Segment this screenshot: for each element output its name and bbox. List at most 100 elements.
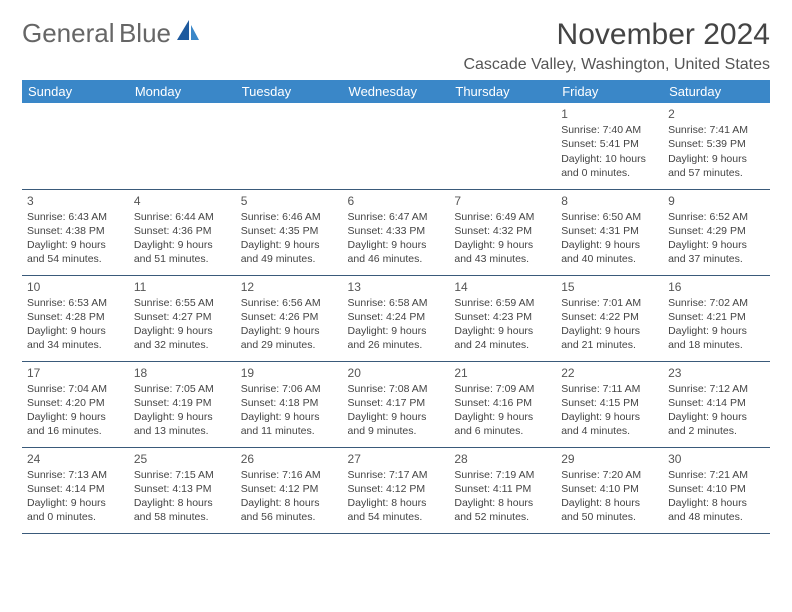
sunset-text: Sunset: 4:31 PM <box>561 224 658 238</box>
sunrise-text: Sunrise: 6:50 AM <box>561 210 658 224</box>
day-cell: 2Sunrise: 7:41 AMSunset: 5:39 PMDaylight… <box>663 103 770 189</box>
day-cell: 10Sunrise: 6:53 AMSunset: 4:28 PMDayligh… <box>22 275 129 361</box>
empty-cell <box>449 103 556 189</box>
day-cell: 13Sunrise: 6:58 AMSunset: 4:24 PMDayligh… <box>343 275 450 361</box>
sunrise-text: Sunrise: 7:15 AM <box>134 468 231 482</box>
sunset-text: Sunset: 4:27 PM <box>134 310 231 324</box>
daylight-text: Daylight: 9 hours and 40 minutes. <box>561 238 658 266</box>
daylight-text: Daylight: 8 hours and 50 minutes. <box>561 496 658 524</box>
sunset-text: Sunset: 4:19 PM <box>134 396 231 410</box>
sunrise-text: Sunrise: 6:46 AM <box>241 210 338 224</box>
day-cell: 14Sunrise: 6:59 AMSunset: 4:23 PMDayligh… <box>449 275 556 361</box>
sunset-text: Sunset: 4:13 PM <box>134 482 231 496</box>
weekday-header-row: SundayMondayTuesdayWednesdayThursdayFrid… <box>22 80 770 103</box>
weekday-header: Monday <box>129 80 236 103</box>
day-number: 25 <box>134 451 231 467</box>
weekday-header: Saturday <box>663 80 770 103</box>
brand-logo: General Blue <box>22 18 201 49</box>
sunset-text: Sunset: 4:22 PM <box>561 310 658 324</box>
day-cell: 11Sunrise: 6:55 AMSunset: 4:27 PMDayligh… <box>129 275 236 361</box>
daylight-text: Daylight: 9 hours and 37 minutes. <box>668 238 765 266</box>
daylight-text: Daylight: 9 hours and 21 minutes. <box>561 324 658 352</box>
day-number: 12 <box>241 279 338 295</box>
sunset-text: Sunset: 4:38 PM <box>27 224 124 238</box>
sunrise-text: Sunrise: 6:43 AM <box>27 210 124 224</box>
sunset-text: Sunset: 4:26 PM <box>241 310 338 324</box>
daylight-text: Daylight: 9 hours and 46 minutes. <box>348 238 445 266</box>
daylight-text: Daylight: 9 hours and 29 minutes. <box>241 324 338 352</box>
sunrise-text: Sunrise: 6:53 AM <box>27 296 124 310</box>
sunset-text: Sunset: 4:32 PM <box>454 224 551 238</box>
sunset-text: Sunset: 4:23 PM <box>454 310 551 324</box>
sunset-text: Sunset: 4:20 PM <box>27 396 124 410</box>
sunrise-text: Sunrise: 7:05 AM <box>134 382 231 396</box>
day-number: 29 <box>561 451 658 467</box>
sunset-text: Sunset: 4:10 PM <box>668 482 765 496</box>
empty-cell <box>22 103 129 189</box>
sunrise-text: Sunrise: 7:20 AM <box>561 468 658 482</box>
sunrise-text: Sunrise: 7:16 AM <box>241 468 338 482</box>
day-number: 1 <box>561 106 658 122</box>
day-cell: 8Sunrise: 6:50 AMSunset: 4:31 PMDaylight… <box>556 189 663 275</box>
location-text: Cascade Valley, Washington, United State… <box>463 56 770 74</box>
day-number: 2 <box>668 106 765 122</box>
day-number: 6 <box>348 193 445 209</box>
day-number: 11 <box>134 279 231 295</box>
sunset-text: Sunset: 4:24 PM <box>348 310 445 324</box>
sunrise-text: Sunrise: 7:19 AM <box>454 468 551 482</box>
day-number: 19 <box>241 365 338 381</box>
sunset-text: Sunset: 4:33 PM <box>348 224 445 238</box>
empty-cell <box>343 103 450 189</box>
day-number: 20 <box>348 365 445 381</box>
sunrise-text: Sunrise: 6:52 AM <box>668 210 765 224</box>
day-cell: 7Sunrise: 6:49 AMSunset: 4:32 PMDaylight… <box>449 189 556 275</box>
day-number: 5 <box>241 193 338 209</box>
sunrise-text: Sunrise: 7:11 AM <box>561 382 658 396</box>
sunset-text: Sunset: 4:12 PM <box>241 482 338 496</box>
title-block: November 2024 Cascade Valley, Washington… <box>463 18 770 74</box>
daylight-text: Daylight: 9 hours and 18 minutes. <box>668 324 765 352</box>
daylight-text: Daylight: 8 hours and 52 minutes. <box>454 496 551 524</box>
day-number: 26 <box>241 451 338 467</box>
daylight-text: Daylight: 9 hours and 13 minutes. <box>134 410 231 438</box>
sunset-text: Sunset: 4:28 PM <box>27 310 124 324</box>
day-number: 28 <box>454 451 551 467</box>
sunset-text: Sunset: 4:29 PM <box>668 224 765 238</box>
daylight-text: Daylight: 9 hours and 26 minutes. <box>348 324 445 352</box>
day-number: 27 <box>348 451 445 467</box>
day-number: 7 <box>454 193 551 209</box>
daylight-text: Daylight: 9 hours and 32 minutes. <box>134 324 231 352</box>
day-cell: 18Sunrise: 7:05 AMSunset: 4:19 PMDayligh… <box>129 361 236 447</box>
sunrise-text: Sunrise: 7:02 AM <box>668 296 765 310</box>
day-number: 14 <box>454 279 551 295</box>
daylight-text: Daylight: 9 hours and 24 minutes. <box>454 324 551 352</box>
daylight-text: Daylight: 9 hours and 43 minutes. <box>454 238 551 266</box>
day-cell: 20Sunrise: 7:08 AMSunset: 4:17 PMDayligh… <box>343 361 450 447</box>
daylight-text: Daylight: 9 hours and 11 minutes. <box>241 410 338 438</box>
daylight-text: Daylight: 8 hours and 56 minutes. <box>241 496 338 524</box>
sail-icon <box>175 18 201 49</box>
daylight-text: Daylight: 9 hours and 49 minutes. <box>241 238 338 266</box>
sunrise-text: Sunrise: 7:08 AM <box>348 382 445 396</box>
empty-cell <box>236 103 343 189</box>
daylight-text: Daylight: 10 hours and 0 minutes. <box>561 152 658 180</box>
sunset-text: Sunset: 4:10 PM <box>561 482 658 496</box>
day-cell: 28Sunrise: 7:19 AMSunset: 4:11 PMDayligh… <box>449 447 556 533</box>
day-number: 18 <box>134 365 231 381</box>
day-cell: 29Sunrise: 7:20 AMSunset: 4:10 PMDayligh… <box>556 447 663 533</box>
day-cell: 3Sunrise: 6:43 AMSunset: 4:38 PMDaylight… <box>22 189 129 275</box>
daylight-text: Daylight: 9 hours and 6 minutes. <box>454 410 551 438</box>
daylight-text: Daylight: 9 hours and 54 minutes. <box>27 238 124 266</box>
sunrise-text: Sunrise: 6:44 AM <box>134 210 231 224</box>
sunrise-text: Sunrise: 7:04 AM <box>27 382 124 396</box>
day-number: 8 <box>561 193 658 209</box>
calendar-body: 1Sunrise: 7:40 AMSunset: 5:41 PMDaylight… <box>22 103 770 533</box>
header: General Blue November 2024 Cascade Valle… <box>22 18 770 74</box>
weekday-header: Friday <box>556 80 663 103</box>
day-cell: 12Sunrise: 6:56 AMSunset: 4:26 PMDayligh… <box>236 275 343 361</box>
day-cell: 26Sunrise: 7:16 AMSunset: 4:12 PMDayligh… <box>236 447 343 533</box>
day-cell: 19Sunrise: 7:06 AMSunset: 4:18 PMDayligh… <box>236 361 343 447</box>
day-cell: 27Sunrise: 7:17 AMSunset: 4:12 PMDayligh… <box>343 447 450 533</box>
calendar-row: 24Sunrise: 7:13 AMSunset: 4:14 PMDayligh… <box>22 447 770 533</box>
daylight-text: Daylight: 9 hours and 0 minutes. <box>27 496 124 524</box>
